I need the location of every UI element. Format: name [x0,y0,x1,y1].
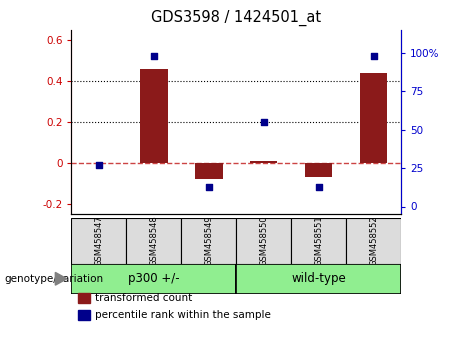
Text: genotype/variation: genotype/variation [5,274,104,284]
Text: GSM458552: GSM458552 [369,215,378,266]
Text: transformed count: transformed count [95,293,192,303]
Bar [126,218,181,264]
Bar [360,73,387,163]
Point [315,184,322,189]
Bar [236,218,291,264]
Title: GDS3598 / 1424501_at: GDS3598 / 1424501_at [151,10,321,26]
Bar [78,293,90,303]
Text: wild-type: wild-type [291,272,346,285]
Point [150,53,158,59]
Text: GSM458548: GSM458548 [149,215,159,266]
Bar [71,264,236,294]
Bar [195,163,223,179]
Point [95,162,103,168]
Text: GSM458549: GSM458549 [204,215,213,266]
Bar [181,218,236,264]
Bar [140,69,168,163]
Point [370,53,377,59]
Text: percentile rank within the sample: percentile rank within the sample [95,310,271,320]
Bar [346,218,401,264]
Bar [236,264,401,294]
Bar [291,218,346,264]
Text: GSM458551: GSM458551 [314,215,323,266]
Text: p300 +/-: p300 +/- [128,272,180,285]
Text: GSM458547: GSM458547 [95,215,103,266]
Text: GSM458550: GSM458550 [259,215,268,266]
Bar [250,161,278,163]
Bar [71,218,126,264]
Bar [78,310,90,320]
Bar [305,163,332,177]
Point [260,119,267,125]
Point [205,184,213,189]
